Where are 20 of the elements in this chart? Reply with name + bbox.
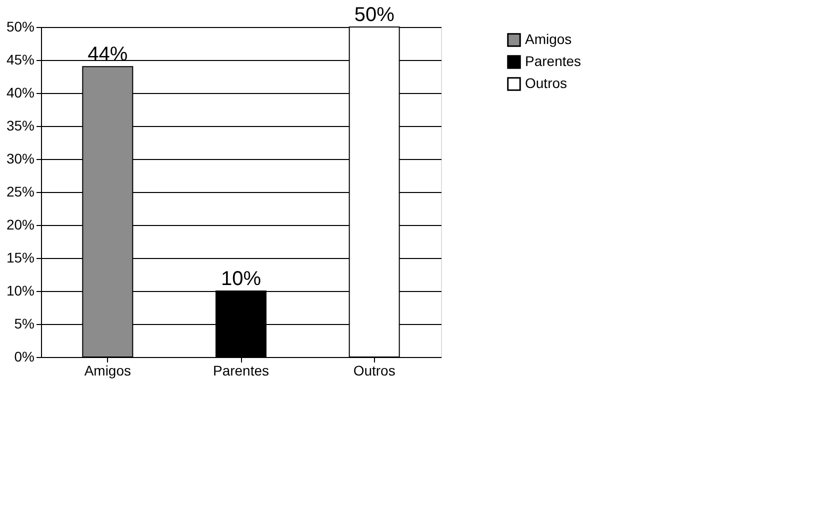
y-tick-label: 30% xyxy=(6,150,34,166)
y-tick-label: 0% xyxy=(14,348,34,364)
y-tick-label: 25% xyxy=(6,184,34,200)
x-tick-label: Amigos xyxy=(84,362,132,378)
data-label: 50% xyxy=(354,4,395,26)
y-tick-label: 45% xyxy=(6,52,34,68)
x-tick-label: Outros xyxy=(353,362,396,378)
legend-label: Parentes xyxy=(525,53,582,69)
legend-label: Outros xyxy=(525,75,568,91)
y-tick-label: 5% xyxy=(14,316,34,332)
data-label: 44% xyxy=(88,44,128,66)
y-tick-label: 20% xyxy=(6,216,34,232)
data-label: 10% xyxy=(220,268,262,290)
legend-label: Amigos xyxy=(525,31,572,47)
y-tick-label: 35% xyxy=(6,118,34,134)
y-tick-label: 50% xyxy=(6,18,34,34)
y-tick-label: 40% xyxy=(6,84,34,100)
x-tick-label: Parentes xyxy=(212,362,270,378)
y-tick-label: 15% xyxy=(6,250,34,266)
y-tick-label: 10% xyxy=(6,282,34,298)
